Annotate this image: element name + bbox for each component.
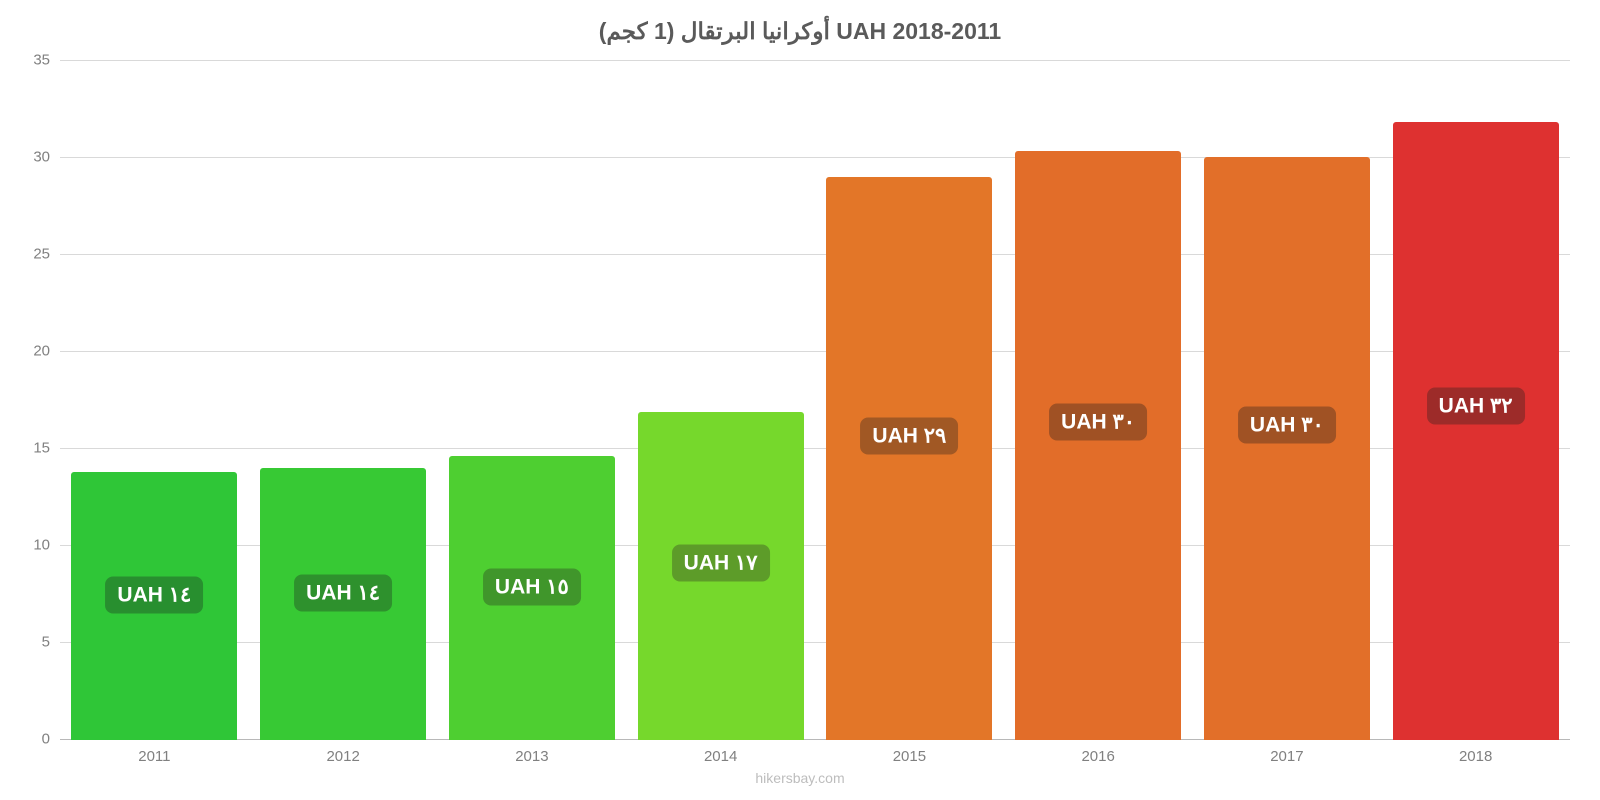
bar: ١٥ UAH xyxy=(449,456,615,740)
bar-value-badge: ١٤ UAH xyxy=(294,575,392,612)
bar-slot: ١٤ UAH2011 xyxy=(60,60,249,740)
x-tick-label: 2013 xyxy=(515,748,548,765)
bar: ٣٢ UAH xyxy=(1393,122,1559,740)
bar-slot: ٢٩ UAH2015 xyxy=(815,60,1004,740)
x-tick-label: 2012 xyxy=(326,748,359,765)
bar: ١٧ UAH xyxy=(638,412,804,740)
bar: ١٤ UAH xyxy=(71,472,237,740)
bar-slot: ٣٢ UAH2018 xyxy=(1381,60,1570,740)
bar: ٣٠ UAH xyxy=(1015,151,1181,740)
chart-container: أوكرانيا البرتقال (1 كجم) UAH 2018-2011 … xyxy=(0,0,1600,800)
bar-slot: ٣٠ UAH2017 xyxy=(1193,60,1382,740)
bar-value-badge: ١٧ UAH xyxy=(672,544,770,581)
x-tick-label: 2016 xyxy=(1081,748,1114,765)
plot-outer: 05101520253035 ١٤ UAH2011١٤ UAH2012١٥ UA… xyxy=(60,60,1570,740)
bar-value-badge: ١٥ UAH xyxy=(483,568,581,605)
bar: ١٤ UAH xyxy=(260,468,426,740)
x-tick-label: 2017 xyxy=(1270,748,1303,765)
bar: ٢٩ UAH xyxy=(826,177,992,740)
bar-value-badge: ٣٠ UAH xyxy=(1049,404,1147,441)
x-tick-label: 2014 xyxy=(704,748,737,765)
bar-slot: ٣٠ UAH2016 xyxy=(1004,60,1193,740)
bar-value-badge: ٢٩ UAH xyxy=(860,417,958,454)
x-tick-label: 2011 xyxy=(138,748,170,765)
bar-slot: ١٥ UAH2013 xyxy=(438,60,627,740)
footer-credit: hikersbay.com xyxy=(0,770,1600,786)
y-tick-label: 25 xyxy=(33,246,50,263)
x-tick-label: 2018 xyxy=(1459,748,1492,765)
bars-row: ١٤ UAH2011١٤ UAH2012١٥ UAH2013١٧ UAH2014… xyxy=(60,60,1570,740)
y-tick-label: 15 xyxy=(33,440,50,457)
bar-value-badge: ٣٢ UAH xyxy=(1427,388,1525,425)
y-tick-label: 35 xyxy=(33,52,50,69)
bar-value-badge: ٣٠ UAH xyxy=(1238,407,1336,444)
bar-slot: ١٧ UAH2014 xyxy=(626,60,815,740)
y-tick-label: 20 xyxy=(33,343,50,360)
chart-title: أوكرانيا البرتقال (1 كجم) UAH 2018-2011 xyxy=(0,0,1600,51)
y-tick-label: 30 xyxy=(33,149,50,166)
bar-value-badge: ١٤ UAH xyxy=(105,577,203,614)
y-tick-label: 0 xyxy=(42,731,50,748)
y-tick-label: 10 xyxy=(33,537,50,554)
x-tick-label: 2015 xyxy=(893,748,926,765)
y-tick-label: 5 xyxy=(42,634,50,651)
bar: ٣٠ UAH xyxy=(1204,157,1370,740)
bar-slot: ١٤ UAH2012 xyxy=(249,60,438,740)
